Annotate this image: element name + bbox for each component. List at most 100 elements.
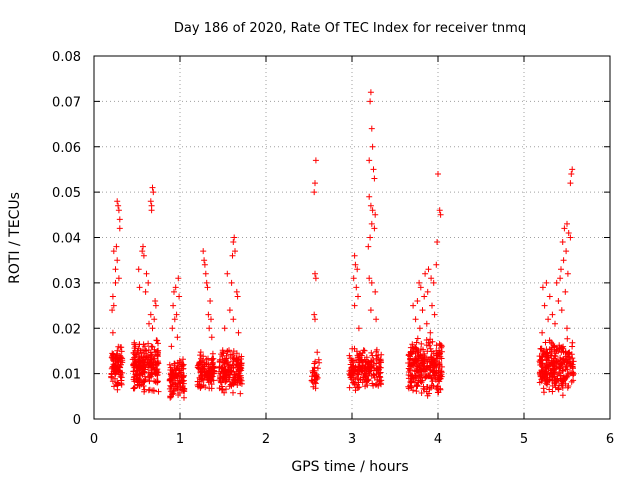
data-point [545,354,552,361]
data-point [563,363,570,369]
data-point [436,351,443,358]
data-point [229,252,236,259]
data-point [112,266,119,273]
data-point [151,316,158,323]
axis-ticks [93,55,611,420]
data-point [228,382,235,389]
data-point [420,357,427,364]
data-point [117,364,124,371]
data-point [168,343,175,350]
y-tick-label: 0.06 [52,141,81,156]
data-point [355,293,361,300]
data-point [146,320,152,327]
data-point [427,345,434,352]
data-point [227,362,233,369]
data-point [557,275,564,282]
data-point [145,361,152,368]
data-point [154,351,161,358]
data-point [149,184,156,191]
data-point [438,343,445,350]
data-point [173,311,180,318]
data-point [216,364,223,371]
data-point [234,293,241,300]
data-point [220,350,227,357]
data-point [143,270,150,277]
x-tick-label: 3 [348,432,356,447]
data-point [148,352,155,359]
data-point [570,371,577,378]
data-point [237,377,244,384]
data-point [539,353,546,360]
data-point [179,384,186,391]
data-point [417,353,424,359]
data-point [433,364,440,371]
data-point [568,171,575,177]
data-point [205,355,211,362]
data-point [378,351,385,358]
data-point [312,270,318,277]
data-point [112,279,119,286]
data-point [438,368,445,375]
data-point [539,329,546,336]
data-point [414,382,421,389]
data-point [168,383,175,390]
data-point [176,357,183,364]
data-point [310,383,317,390]
data-point [434,239,441,245]
x-tick-labels: 0 1 2 3 4 5 6 [90,432,614,447]
data-point [363,354,370,361]
data-point [437,372,444,379]
data-point [410,387,416,394]
data-point [208,372,214,379]
data-point [543,350,550,357]
data-point [197,352,204,359]
data-point [369,380,376,387]
data-point [423,320,430,327]
data-point [235,329,242,336]
data-point [417,366,424,373]
data-point [113,354,119,361]
data-point [171,360,178,367]
data-point [135,345,142,352]
data-point [209,350,216,357]
data-point [109,353,116,360]
data-point [421,356,428,363]
y-tick-label: 0.04 [52,232,81,247]
y-tick-label: 0 [73,413,81,428]
data-point [112,370,119,377]
data-point [569,355,576,362]
data-point [360,347,367,354]
data-point [364,372,371,379]
data-point [312,180,318,187]
data-point [417,284,424,291]
data-point [368,349,375,356]
data-point [155,388,162,395]
data-point [225,368,232,375]
data-point [144,353,151,359]
data-point [200,382,207,389]
data-point [368,279,375,286]
data-point [174,334,181,341]
data-point [422,368,429,375]
data-point [235,374,242,381]
data-point [370,357,377,363]
data-point [230,239,237,245]
data-point [176,390,183,396]
data-point [372,211,379,218]
data-point [221,389,228,396]
data-point [351,345,358,352]
data-point [374,367,380,374]
data-point [424,373,431,380]
data-point [171,385,178,392]
data-point [367,307,374,314]
x-axis-label: GPS time / hours [291,459,408,475]
data-point [418,346,424,353]
data-point [435,383,441,390]
data-point [353,284,360,291]
data-point [220,365,226,372]
data-point [558,361,565,368]
data-point [551,371,558,378]
data-point [570,377,577,384]
data-point [427,336,434,343]
data-point [371,175,378,182]
